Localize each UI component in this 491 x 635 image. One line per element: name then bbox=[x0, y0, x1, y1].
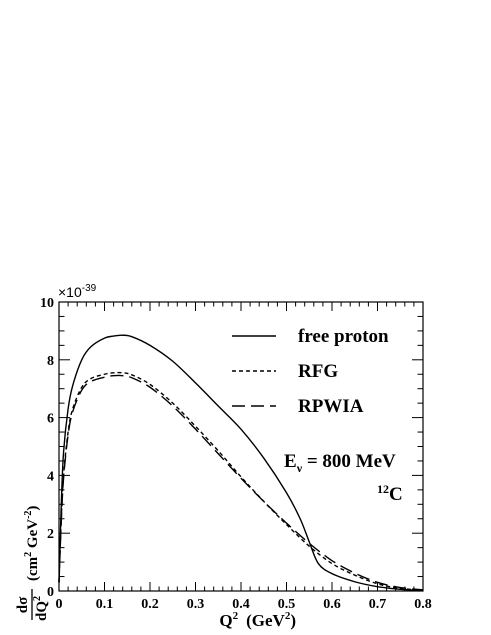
x-tick-label: 0.2 bbox=[141, 597, 159, 612]
series-line-rfg bbox=[58, 371, 424, 591]
y-multiplier-base: ×10 bbox=[58, 284, 82, 300]
legend-label-rpwia: RPWIA bbox=[298, 396, 364, 417]
y-label-unit-mid: GeV bbox=[25, 519, 41, 552]
axis-ticks: 0 0.1 0.2 0.3 0.4 0.5 0.6 0.7 0.8 0 2 4 6 8 10 bbox=[40, 296, 432, 612]
y-multiplier-exp: -39 bbox=[82, 283, 97, 294]
legend-label-free-proton: free proton bbox=[298, 326, 389, 347]
energy-sub: ν bbox=[296, 461, 303, 475]
y-tick-label: 0 bbox=[47, 585, 54, 600]
y-label-frac-num: dσ bbox=[15, 596, 31, 613]
energy-value: = 800 MeV bbox=[302, 451, 396, 472]
x-axis-label-unit-sup: 2 bbox=[285, 610, 291, 622]
series-line-rpwia bbox=[58, 374, 424, 591]
y-label-unit-sup2: -2 bbox=[23, 511, 34, 519]
plot-frame bbox=[58, 301, 424, 592]
x-tick-label: 0 bbox=[56, 597, 63, 612]
y-label-frac-den: dQ2 bbox=[32, 596, 50, 621]
y-tick-label: 4 bbox=[47, 469, 54, 484]
nucleus-symbol: C bbox=[389, 484, 403, 505]
y-axis-label: dσ dQ2 (cm2 GeV-2) bbox=[15, 506, 50, 621]
x-tick-label: 0.3 bbox=[187, 597, 205, 612]
legend-label-rfg: RFG bbox=[298, 361, 338, 382]
x-tick-label: 0.6 bbox=[323, 597, 341, 612]
nucleus-annotation: 12C bbox=[377, 482, 403, 505]
x-axis-label-unit-close: ) bbox=[290, 611, 296, 630]
x-tick-label: 0.1 bbox=[96, 597, 114, 612]
y-label-unit-open: (cm bbox=[25, 556, 41, 581]
energy-annotation: Eν = 800 MeV bbox=[284, 451, 396, 475]
y-tick-label: 8 bbox=[47, 354, 54, 369]
energy-prefix: E bbox=[284, 451, 297, 472]
y-label-frac-den-sup: 2 bbox=[32, 596, 43, 601]
nucleus-sup: 12 bbox=[377, 482, 389, 496]
y-tick-label: 10 bbox=[40, 296, 54, 311]
series-lines bbox=[58, 334, 424, 592]
y-multiplier: ×10-39 bbox=[58, 283, 97, 300]
x-axis-label-unit-open: (GeV bbox=[246, 611, 285, 630]
y-tick-label: 6 bbox=[47, 412, 54, 427]
y-label-unit-sup1: 2 bbox=[23, 552, 34, 557]
x-tick-label: 0.7 bbox=[369, 597, 387, 612]
y-tick-label: 2 bbox=[47, 527, 54, 542]
x-tick-label: 0.4 bbox=[232, 597, 250, 612]
legend: free proton RFG RPWIA bbox=[232, 326, 389, 417]
x-tick-label: 0.8 bbox=[414, 597, 432, 612]
y-label-unit: (cm2 GeV-2) bbox=[23, 506, 41, 581]
x-axis-label: Q2 (GeV2) bbox=[219, 610, 296, 630]
x-axis-label-sup: 2 bbox=[233, 610, 239, 622]
x-tick-label: 0.5 bbox=[278, 597, 296, 612]
series-line-free-proton bbox=[58, 334, 424, 592]
y-label-frac-den-base: dQ bbox=[34, 601, 50, 621]
x-axis-label-base: Q bbox=[219, 611, 232, 630]
y-label-unit-close: ) bbox=[25, 506, 41, 511]
